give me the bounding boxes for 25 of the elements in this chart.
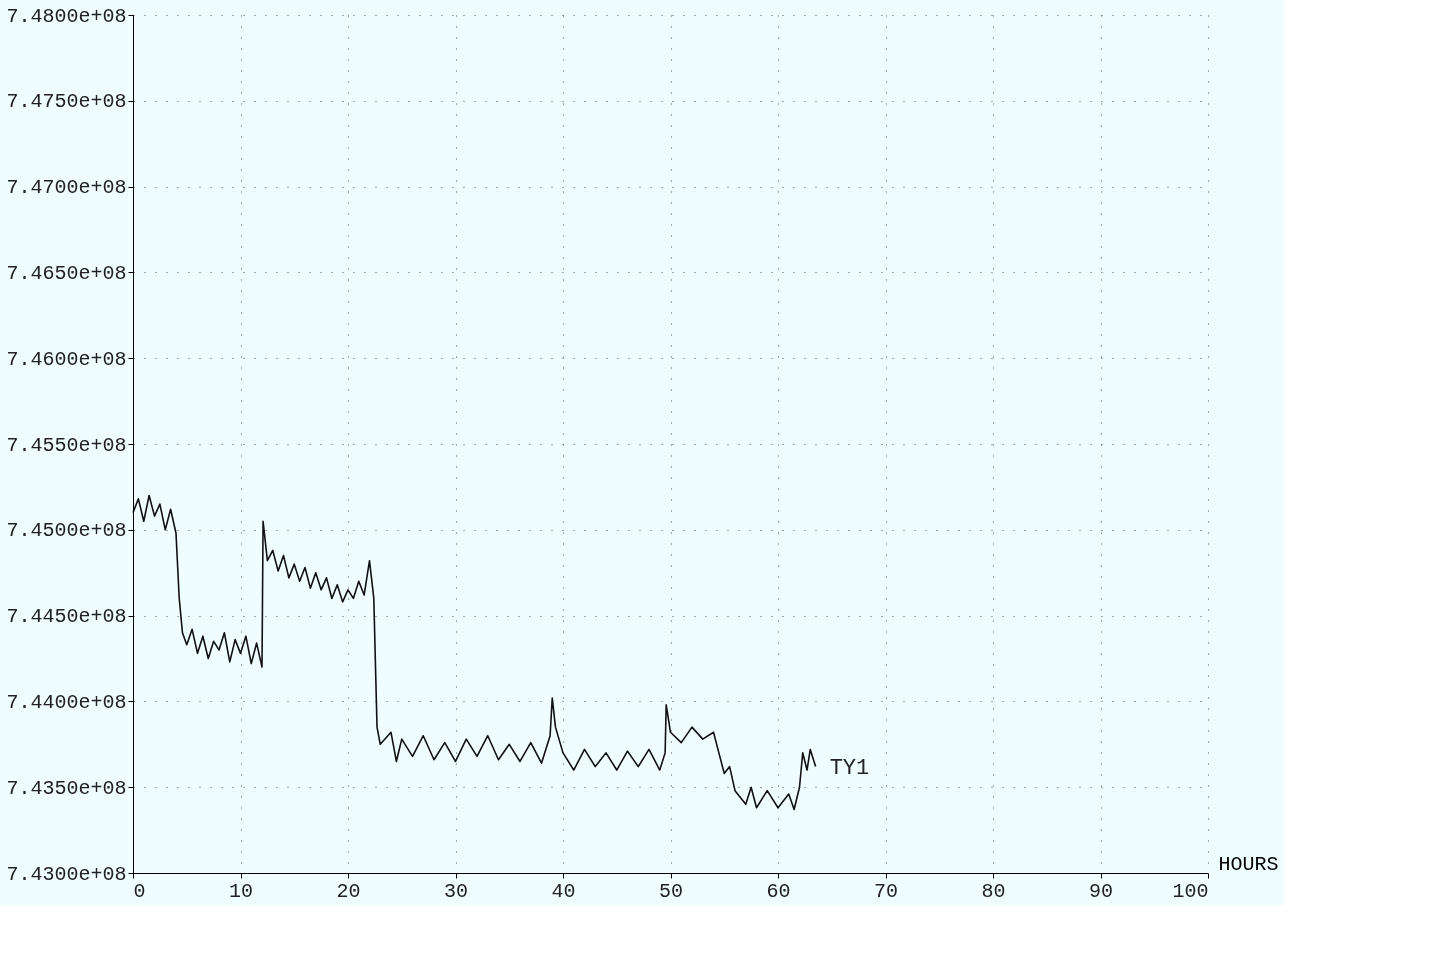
x-tick-label: 0 [133, 879, 146, 903]
y-tick-label: 7.4500e+08 [6, 519, 127, 543]
x-tick-label: 10 [228, 879, 254, 903]
x-tick-label: 30 [443, 879, 469, 903]
x-tick-label: 60 [766, 879, 791, 903]
x-tick-label: 80 [981, 879, 1006, 903]
x-tick-label: 20 [336, 879, 361, 903]
y-tick-label: 7.4400e+08 [6, 690, 127, 714]
line-series [132, 494, 817, 811]
y-tick-label: 7.4750e+08 [6, 90, 127, 114]
x-tick-label: 70 [873, 879, 899, 903]
x-tick-label: 50 [658, 879, 684, 903]
y-tick-label: 7.4350e+08 [6, 776, 127, 800]
x-tick-label: 100 [1172, 879, 1209, 903]
y-tick-label: 7.4700e+08 [6, 176, 127, 200]
x-tick-label: 40 [551, 879, 576, 903]
x-tick-label: 90 [1088, 879, 1114, 903]
series-label: TY1 [829, 755, 870, 781]
y-tick-label: 7.4650e+08 [6, 261, 127, 285]
y-tick-label: 7.4600e+08 [6, 347, 127, 371]
y-tick-label: 7.4300e+08 [6, 862, 127, 886]
y-tick-label: 7.4550e+08 [6, 433, 127, 457]
x-axis-title: HOURS [1218, 852, 1279, 876]
y-tick-label: 7.4800e+08 [6, 4, 127, 28]
y-tick-label: 7.4450e+08 [6, 605, 127, 629]
